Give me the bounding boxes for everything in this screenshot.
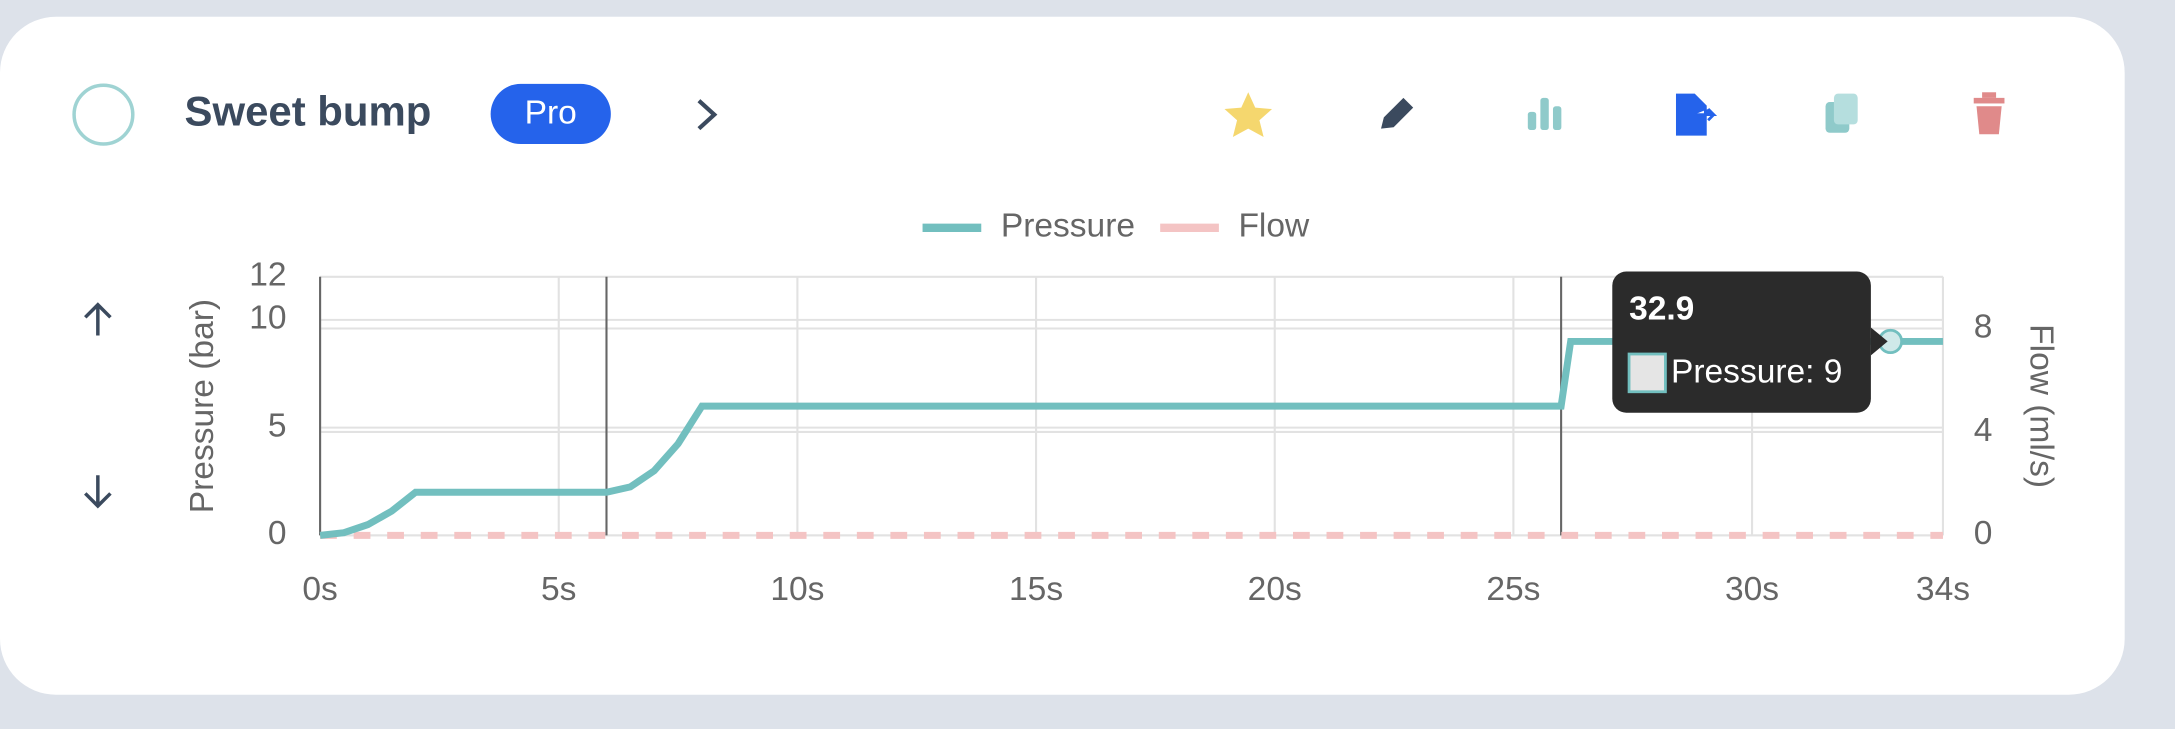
profile-title: Sweet bump xyxy=(185,88,432,135)
x-tick-label: 0s xyxy=(302,571,337,608)
x-tick-label: 15s xyxy=(1009,571,1063,608)
star-icon[interactable] xyxy=(1224,92,1273,138)
plot: 0 5 10 12 0 4 8 0s 5s 10s 15s 20s 25s 30s 34s Pressure … xyxy=(184,208,2060,608)
export-icon[interactable] xyxy=(1675,93,1718,136)
copy-icon[interactable] xyxy=(1825,93,1858,133)
y-tick-label: 5 xyxy=(268,407,287,444)
x-tick-label: 30s xyxy=(1725,571,1779,608)
legend-label: Pressure xyxy=(1001,208,1135,245)
badge xyxy=(490,83,611,144)
series-line xyxy=(319,337,1943,539)
x-tick-label: 20s xyxy=(1248,571,1302,608)
tooltip-swatch xyxy=(1627,352,1667,394)
x-tick-label: 34s xyxy=(1916,571,1970,608)
card xyxy=(0,16,2125,695)
chevron[interactable] xyxy=(697,99,718,131)
badge-text: Pro xyxy=(525,94,577,131)
move-down[interactable] xyxy=(84,475,112,509)
tooltip-label: Pressure: 9 xyxy=(1671,353,1842,390)
tooltip-box xyxy=(1612,271,1871,413)
select-circle[interactable] xyxy=(72,83,135,146)
y-tick-label: 10 xyxy=(249,300,286,337)
chart-icon[interactable] xyxy=(1527,97,1562,131)
tooltip-title: 32.9 xyxy=(1629,291,1694,328)
tooltip-arrow xyxy=(1870,327,1888,356)
y-tick-label: 12 xyxy=(249,257,286,294)
y2-tick-label: 8 xyxy=(1974,308,1993,345)
y-axis-label: Pressure (bar) xyxy=(184,299,221,513)
legend-label: Flow xyxy=(1238,208,1310,245)
x-tick-label: 5s xyxy=(541,571,576,608)
edit-icon[interactable] xyxy=(1381,97,1414,129)
delete-icon[interactable] xyxy=(1973,92,2005,135)
y2-tick-label: 4 xyxy=(1974,412,1993,449)
y2-axis-label: Flow (ml/s) xyxy=(2023,324,2060,488)
move-up[interactable] xyxy=(84,302,112,336)
x-tick-label: 10s xyxy=(770,571,824,608)
x-tick-label: 25s xyxy=(1486,571,1540,608)
y2-tick-label: 0 xyxy=(1974,515,1993,552)
y-tick-label: 0 xyxy=(268,515,287,552)
